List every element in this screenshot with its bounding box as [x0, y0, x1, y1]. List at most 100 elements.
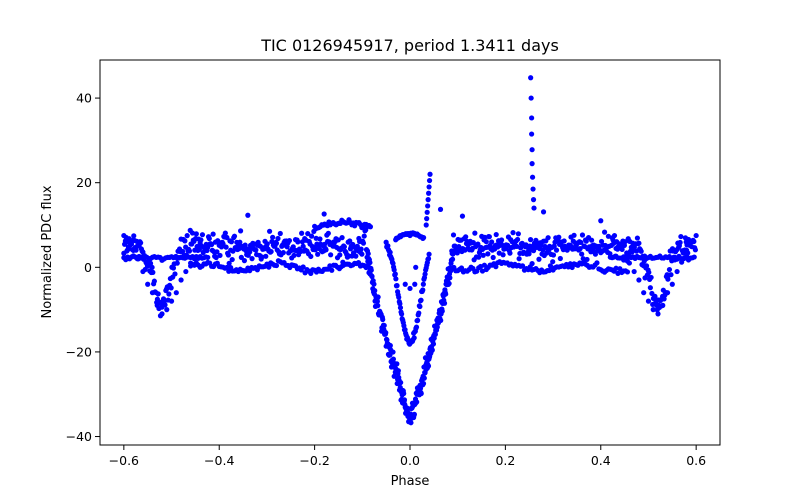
light-curve-point: [151, 278, 157, 284]
light-curve-point: [401, 390, 407, 397]
light-curve-point: [430, 341, 437, 347]
light-curve-point: [668, 272, 674, 278]
light-curve-point: [390, 356, 396, 362]
light-curve-point: [416, 310, 422, 316]
light-curve-point: [493, 231, 499, 238]
light-curve-point: [447, 275, 453, 281]
y-tick-label: 40: [76, 91, 92, 106]
light-curve-point: [489, 239, 495, 245]
light-curve-point: [446, 280, 452, 287]
light-curve-point: [519, 263, 526, 269]
light-curve-point: [594, 260, 600, 266]
light-curve-point: [308, 233, 315, 239]
light-curve-point: [470, 239, 476, 246]
light-curve-point: [149, 264, 155, 270]
light-curve-point: [358, 246, 364, 252]
light-curve-point: [317, 236, 323, 242]
light-curve-point: [415, 317, 421, 323]
data-point: [645, 298, 652, 304]
light-curve-point: [242, 242, 248, 248]
light-curve-point: [443, 291, 449, 297]
data-point: [425, 197, 431, 203]
data-point: [688, 239, 694, 245]
light-curve-point: [238, 254, 244, 260]
data-point: [121, 232, 127, 239]
light-curve-point: [241, 258, 248, 264]
light-curve-point: [401, 397, 408, 403]
data-point: [529, 174, 536, 180]
data-point: [459, 213, 466, 219]
light-curve-point: [426, 251, 432, 257]
light-curve-point: [526, 251, 532, 257]
light-curve-point: [308, 253, 314, 260]
light-curve-point: [286, 237, 293, 244]
data-point: [529, 161, 535, 167]
light-curve-point: [646, 269, 652, 276]
light-curve-point: [295, 239, 301, 245]
data-point: [529, 147, 535, 153]
data-point: [669, 281, 675, 287]
light-curve-point: [391, 267, 397, 273]
light-curve-point: [408, 420, 414, 426]
light-curve-point: [138, 240, 144, 246]
light-curve-point: [273, 240, 280, 246]
light-curve-point: [277, 230, 283, 237]
light-curve-point: [505, 242, 511, 248]
data-point: [425, 203, 431, 209]
data-point: [159, 311, 165, 317]
light-curve-point: [268, 248, 274, 255]
light-curve-point: [638, 248, 644, 254]
data-point: [636, 277, 642, 283]
light-curve-point: [198, 237, 204, 243]
data-point: [684, 247, 690, 253]
data-point: [427, 171, 433, 177]
data-point: [321, 211, 327, 217]
data-point: [126, 239, 132, 245]
light-curve-point: [425, 363, 432, 369]
light-curve-point: [224, 234, 230, 241]
data-point: [540, 209, 547, 215]
light-curve-point: [648, 274, 654, 281]
light-curve-point: [387, 249, 393, 255]
data-point: [178, 277, 184, 283]
light-curve-point: [579, 232, 586, 238]
x-tick-label: −0.4: [204, 453, 234, 468]
light-curve-point: [147, 260, 154, 266]
y-axis-ticks: −40 −20 0 20 40: [66, 91, 100, 444]
light-curve-point: [394, 283, 400, 289]
light-curve-point: [550, 259, 556, 265]
light-curve-point: [305, 231, 311, 237]
light-curve-point: [652, 293, 658, 299]
light-curve-point: [291, 252, 297, 259]
light-curve-point: [280, 250, 286, 256]
light-curve-point: [634, 235, 641, 241]
light-curve-point: [498, 237, 505, 243]
light-curve-point: [485, 251, 491, 257]
light-curve-point: [515, 231, 521, 237]
light-curve-point: [339, 235, 345, 241]
light-curve-point: [365, 251, 371, 257]
x-tick-label: 0.0: [400, 453, 420, 468]
x-axis-label: Phase: [391, 474, 430, 489]
light-curve-point: [259, 254, 265, 260]
light-curve-point: [249, 256, 255, 262]
data-point: [693, 232, 699, 239]
data-point: [528, 95, 534, 101]
light-curve-point: [483, 239, 489, 245]
light-curve-point: [414, 399, 420, 405]
light-curve-point: [450, 251, 456, 257]
y-tick-label: 0: [84, 260, 92, 275]
data-point: [528, 75, 534, 81]
light-curve-point: [231, 233, 238, 239]
data-point: [245, 212, 251, 218]
light-curve-point: [390, 349, 396, 355]
data-point: [660, 302, 666, 308]
x-tick-label: −0.6: [109, 453, 139, 468]
data-point: [529, 115, 535, 121]
data-point: [641, 290, 647, 296]
data-point: [164, 307, 170, 313]
light-curve-point: [150, 269, 156, 275]
light-curve-point: [168, 285, 174, 291]
light-curve-point: [383, 330, 389, 336]
